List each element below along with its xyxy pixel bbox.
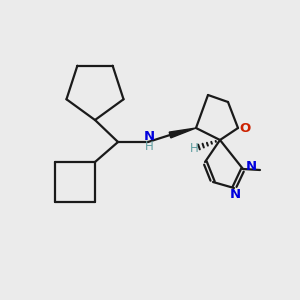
Text: N: N <box>245 160 256 173</box>
Text: N: N <box>143 130 155 142</box>
Polygon shape <box>169 128 196 138</box>
Text: H: H <box>145 140 153 154</box>
Text: O: O <box>239 122 250 134</box>
Text: H: H <box>190 142 198 155</box>
Text: N: N <box>230 188 241 202</box>
